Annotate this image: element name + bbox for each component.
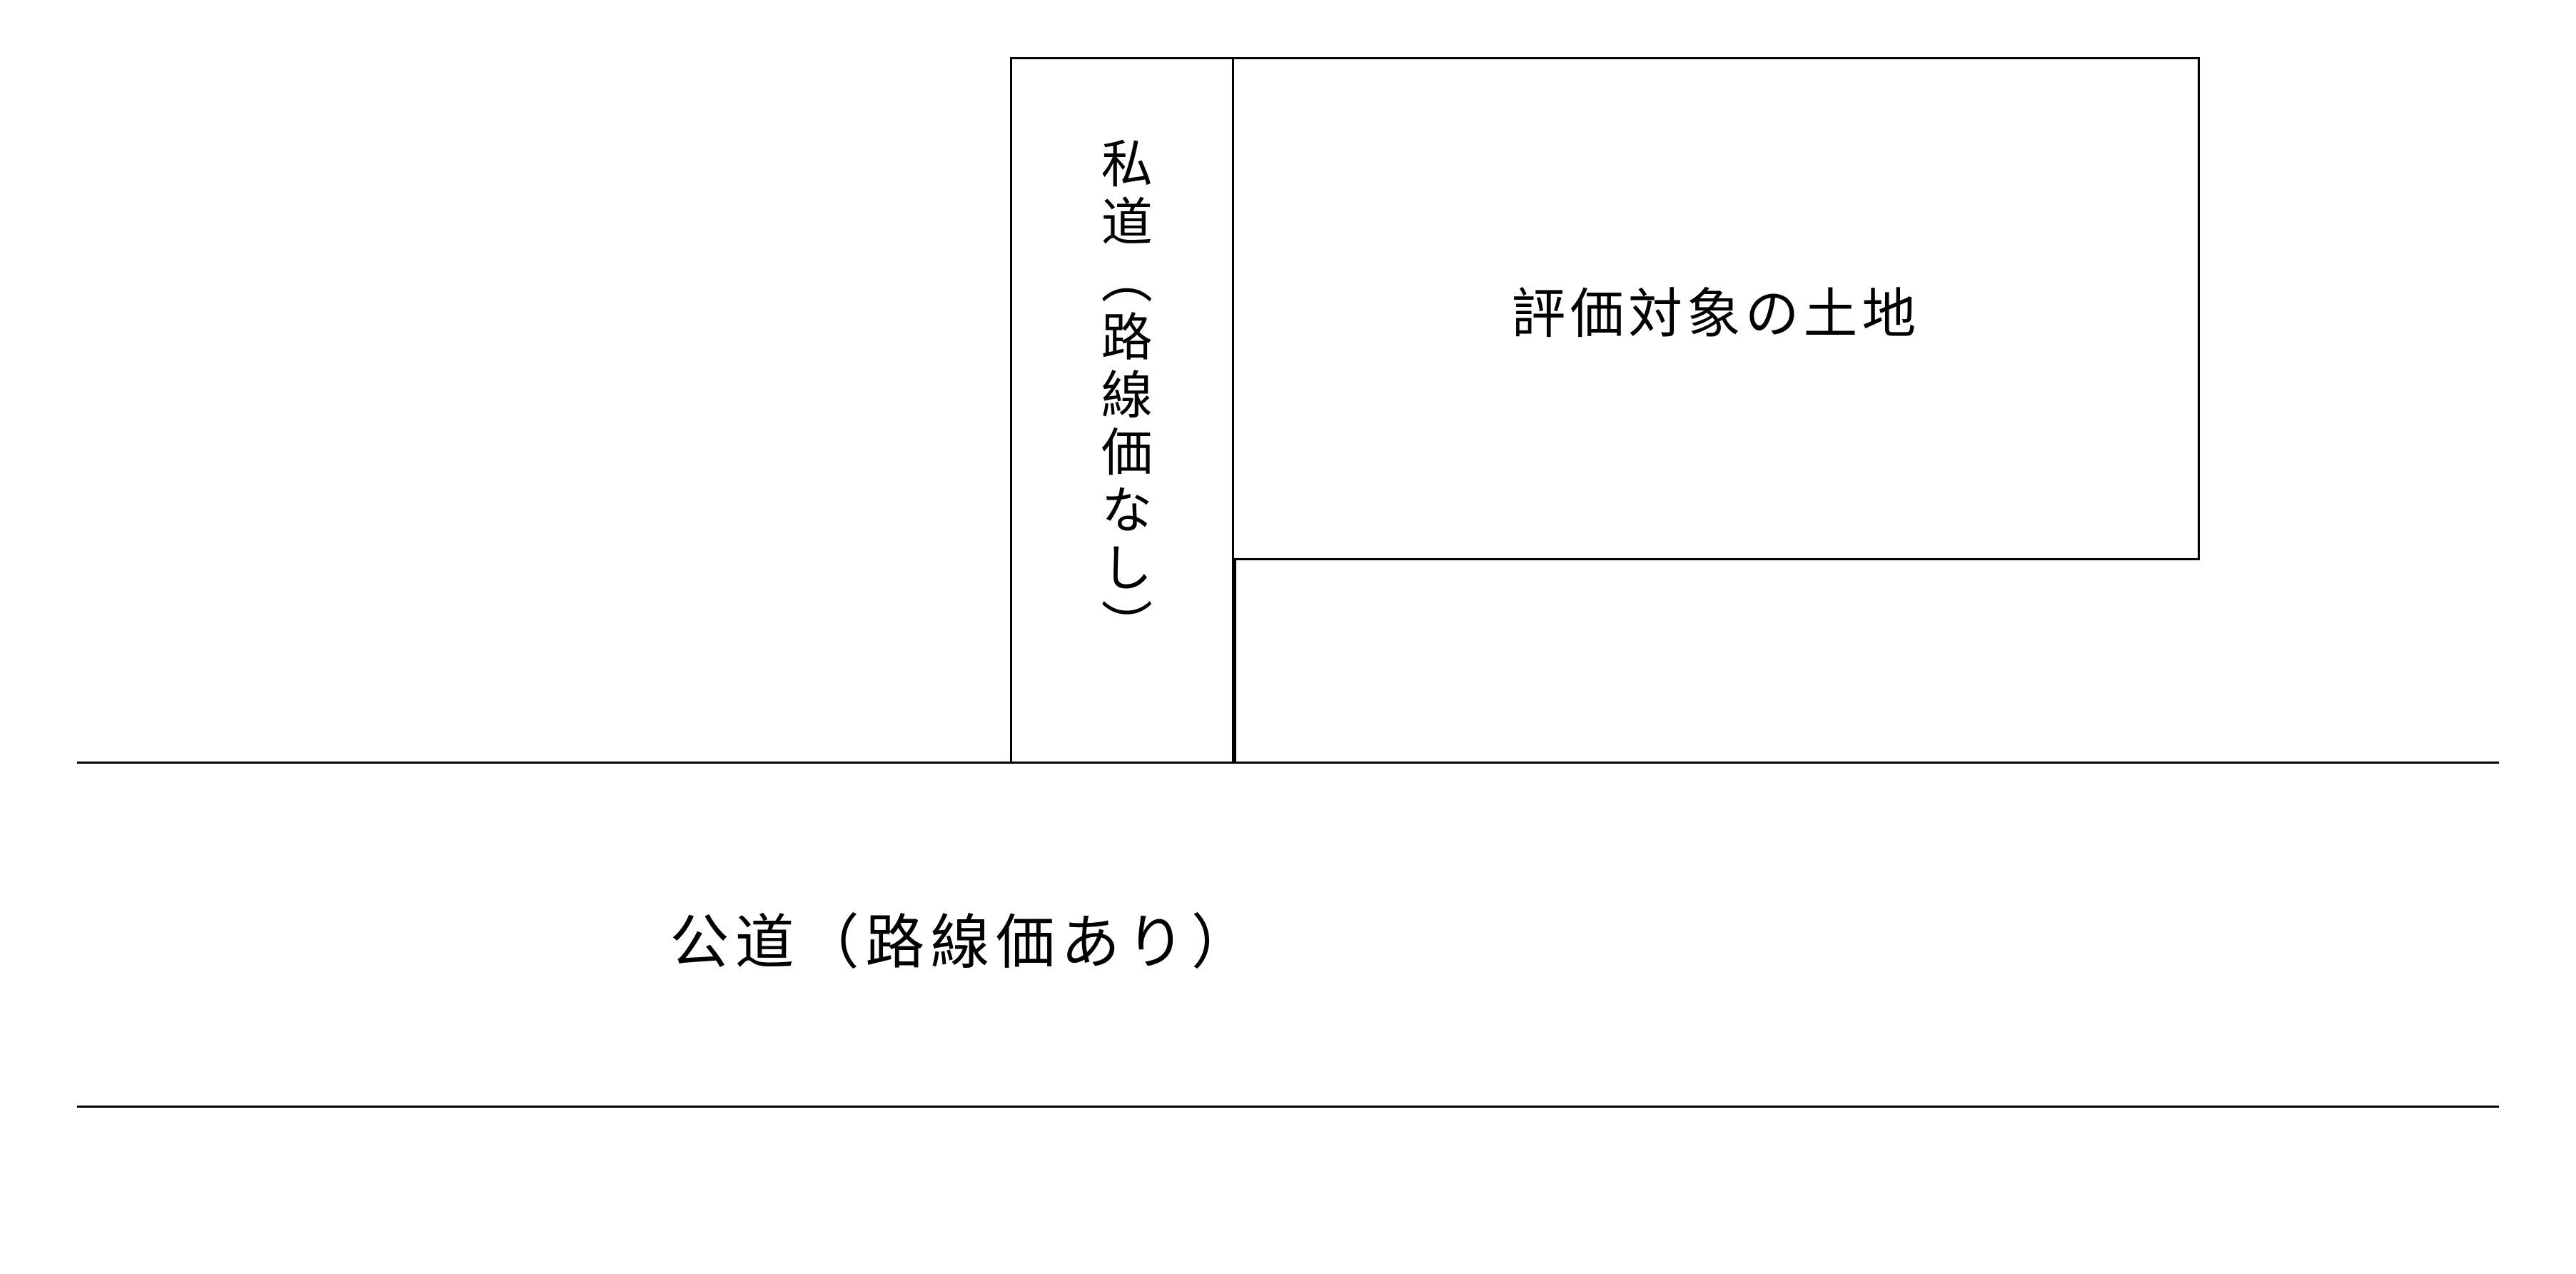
target-land-label: 評価対象の土地 <box>1511 270 1920 348</box>
public-road-label: 公道（路線価あり） <box>670 894 1256 980</box>
below-land-vertical <box>1234 560 1236 762</box>
land-valuation-diagram: 私道（路線価なし） 評価対象の土地 公道（路線価あり） <box>0 0 2576 1274</box>
private-road-box: 私道（路線価なし） <box>1010 57 1234 762</box>
public-road-top-line <box>77 762 2498 764</box>
public-road-bottom-line <box>77 1106 2498 1108</box>
target-land-box: 評価対象の土地 <box>1234 57 2200 560</box>
private-road-label: 私道（路線価なし） <box>1084 137 1159 657</box>
